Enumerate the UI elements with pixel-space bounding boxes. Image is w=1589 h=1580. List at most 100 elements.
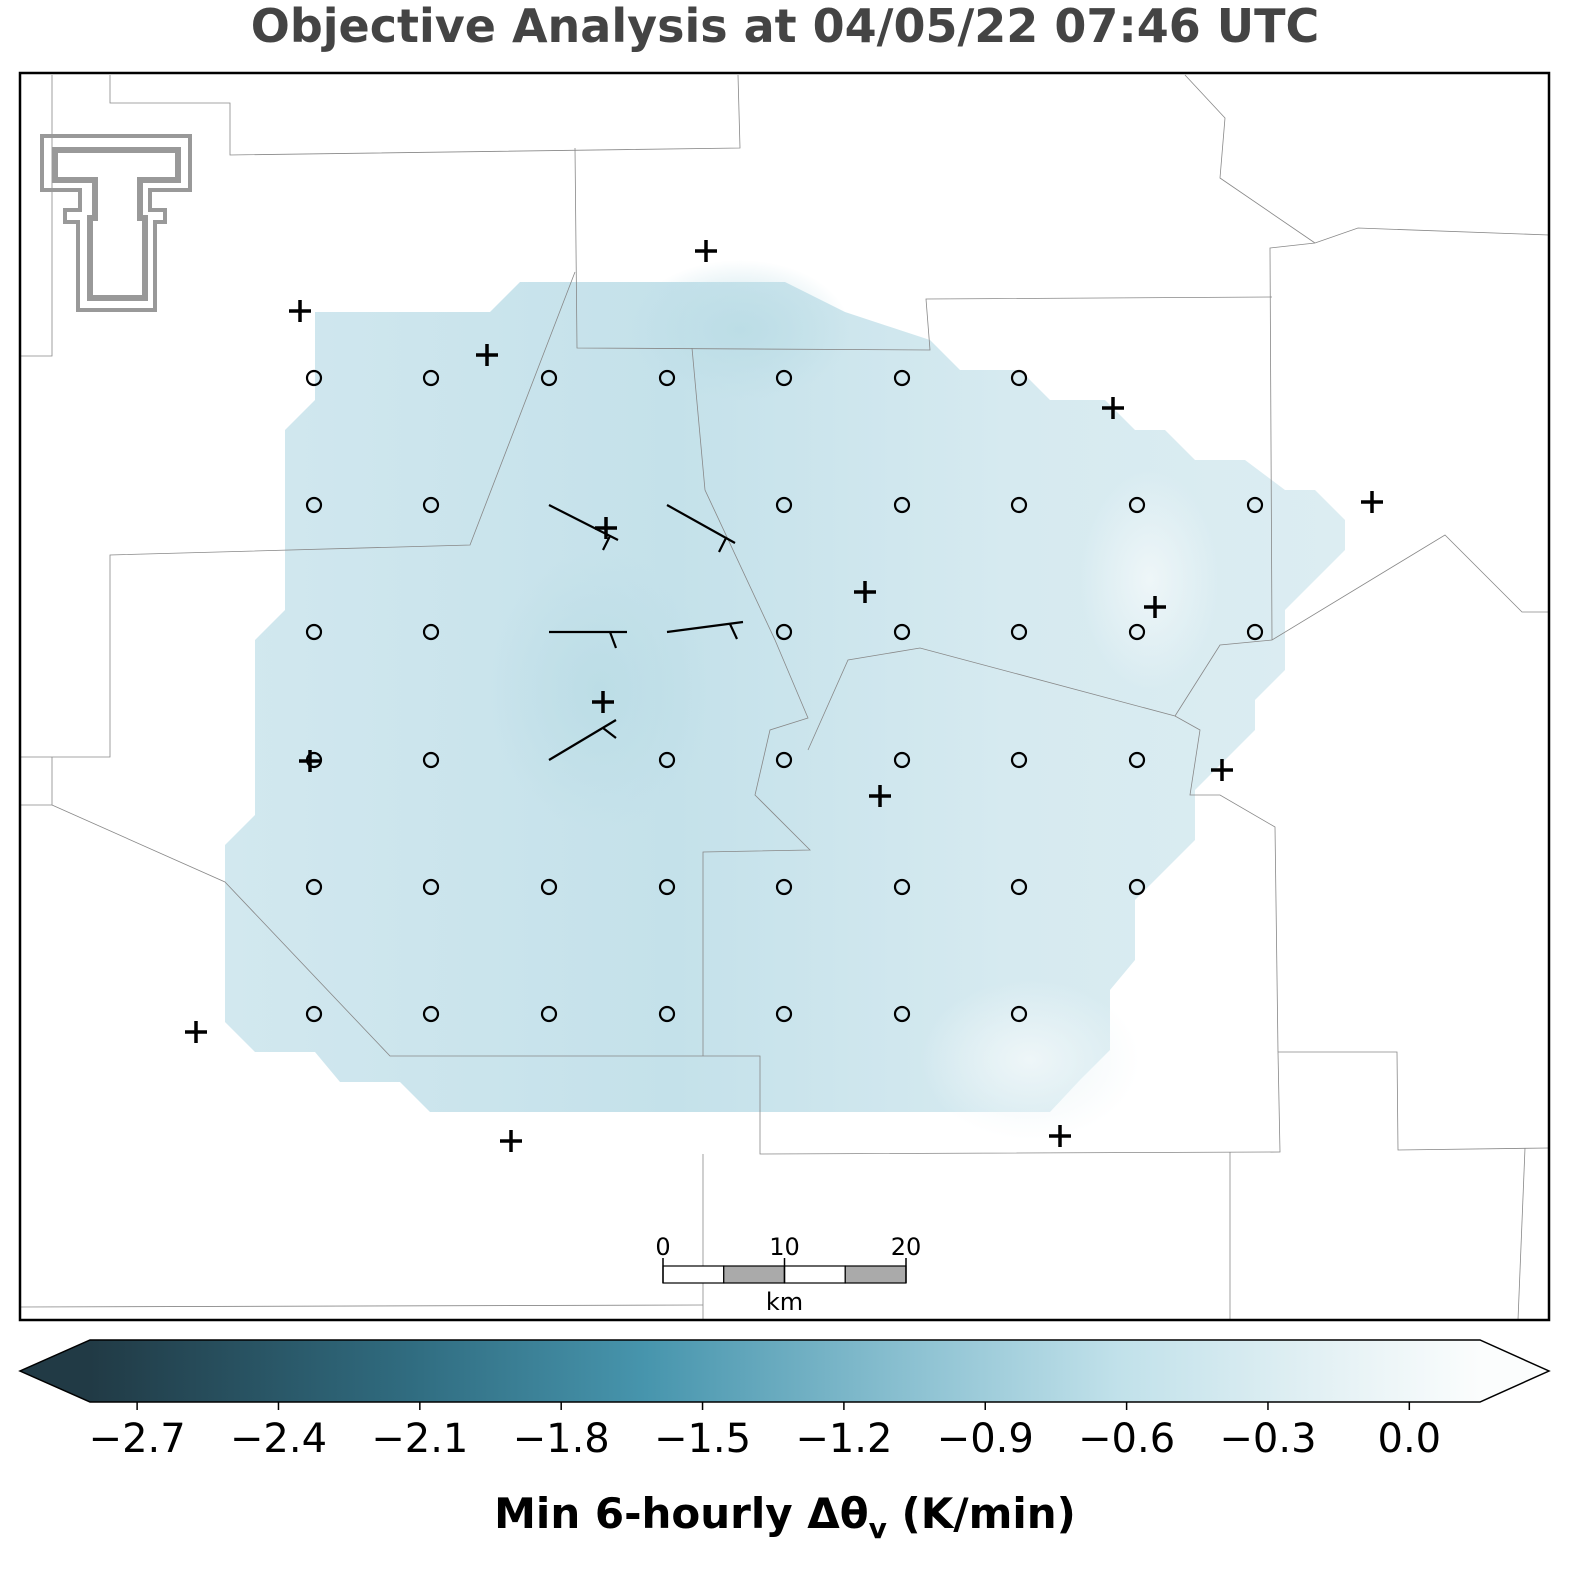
station-site xyxy=(299,750,321,772)
colorbar-tick-label: −1.5 xyxy=(654,1416,751,1462)
colorbar-tick-label: −0.3 xyxy=(1219,1416,1316,1462)
station xyxy=(540,369,558,387)
station xyxy=(540,878,558,896)
station xyxy=(658,751,676,769)
scale-segment xyxy=(662,1265,725,1284)
station xyxy=(775,623,793,641)
station-site xyxy=(500,1130,522,1152)
label-subscript: v xyxy=(869,1512,887,1545)
station xyxy=(305,878,323,896)
station xyxy=(1010,878,1028,896)
wind-barb xyxy=(548,719,617,761)
wind-barb xyxy=(548,504,619,551)
station xyxy=(893,369,911,387)
label-text: Min 6-hourly Δθ xyxy=(494,1489,869,1538)
station xyxy=(893,751,911,769)
station xyxy=(893,878,911,896)
logo xyxy=(40,134,192,312)
scale-tick-label: 20 xyxy=(891,1233,922,1261)
station-site xyxy=(185,1021,207,1043)
colorbar-tick-label: −2.4 xyxy=(230,1416,327,1462)
wind-barbs xyxy=(548,504,744,761)
station xyxy=(775,751,793,769)
station xyxy=(893,623,911,641)
scale-segment xyxy=(783,1265,846,1284)
colorbar-tick-label: −0.6 xyxy=(1078,1416,1175,1462)
station-site xyxy=(1211,759,1233,781)
station xyxy=(1010,369,1028,387)
station xyxy=(422,1005,440,1023)
scale-bar: 0 10 20 km xyxy=(655,1233,921,1316)
station xyxy=(305,623,323,641)
contour-min xyxy=(630,260,850,400)
station xyxy=(305,369,323,387)
station-site xyxy=(1144,596,1166,618)
station xyxy=(305,1005,323,1023)
station xyxy=(1246,496,1264,514)
station xyxy=(658,369,676,387)
station xyxy=(1246,623,1264,641)
station xyxy=(422,751,440,769)
wind-barb xyxy=(666,504,736,553)
scale-segment xyxy=(723,1265,786,1284)
station xyxy=(305,496,323,514)
colorbar-tick-label: 0.0 xyxy=(1378,1416,1442,1462)
county-lines xyxy=(19,74,1550,1321)
contour-min xyxy=(490,550,710,830)
station xyxy=(1128,878,1146,896)
station xyxy=(1128,496,1146,514)
station-site xyxy=(1361,491,1383,513)
station xyxy=(1128,623,1146,641)
wind-barb xyxy=(666,620,744,640)
station xyxy=(658,878,676,896)
colorbar: Min 6-hourly Δθv (K/min) −2.7 −2.4 −2.1 −1.… xyxy=(18,1339,1551,1545)
station xyxy=(1010,623,1028,641)
station xyxy=(658,1005,676,1023)
station xyxy=(775,878,793,896)
station-site xyxy=(1049,1125,1071,1147)
station xyxy=(893,496,911,514)
station xyxy=(775,496,793,514)
station xyxy=(1128,751,1146,769)
station xyxy=(540,1005,558,1023)
station-site xyxy=(869,785,891,807)
station-site xyxy=(476,344,498,366)
analysis-field xyxy=(225,282,1345,1112)
station xyxy=(1010,751,1028,769)
map-frame xyxy=(18,71,1551,1322)
scale-segment xyxy=(844,1265,907,1284)
colorbar-tick-label: −1.8 xyxy=(513,1416,610,1462)
stations xyxy=(185,240,1383,1152)
colorbar-tick-label: −0.9 xyxy=(937,1416,1034,1462)
station-site xyxy=(595,517,617,539)
station xyxy=(422,623,440,641)
station xyxy=(893,1005,911,1023)
label-suffix: (K/min) xyxy=(887,1489,1076,1538)
wind-barb xyxy=(549,630,627,649)
colorbar-body xyxy=(18,1339,1551,1403)
station-site xyxy=(592,691,614,713)
contour-max xyxy=(920,980,1140,1140)
station xyxy=(422,369,440,387)
scale-tick-label: 10 xyxy=(769,1233,800,1261)
station-site xyxy=(289,300,311,322)
station-site xyxy=(854,581,876,603)
title: Objective Analysis at 04/05/22 07:46 UTC xyxy=(251,0,1320,53)
scale-tick-label: 0 xyxy=(655,1233,670,1261)
colorbar-label: Min 6-hourly Δθv (K/min) xyxy=(494,1489,1076,1545)
station xyxy=(775,369,793,387)
station xyxy=(1010,496,1028,514)
station-site xyxy=(1102,397,1124,419)
station-site xyxy=(695,240,717,262)
colorbar-tick-label: −1.2 xyxy=(795,1416,892,1462)
contour-max xyxy=(1080,470,1220,690)
colorbar-tick-label: −2.7 xyxy=(89,1416,186,1462)
station xyxy=(422,496,440,514)
station xyxy=(1010,1005,1028,1023)
colorbar-tick-label: −2.1 xyxy=(371,1416,468,1462)
map xyxy=(18,71,1551,1322)
scale-unit: km xyxy=(766,1288,803,1316)
station xyxy=(422,878,440,896)
station xyxy=(775,1005,793,1023)
